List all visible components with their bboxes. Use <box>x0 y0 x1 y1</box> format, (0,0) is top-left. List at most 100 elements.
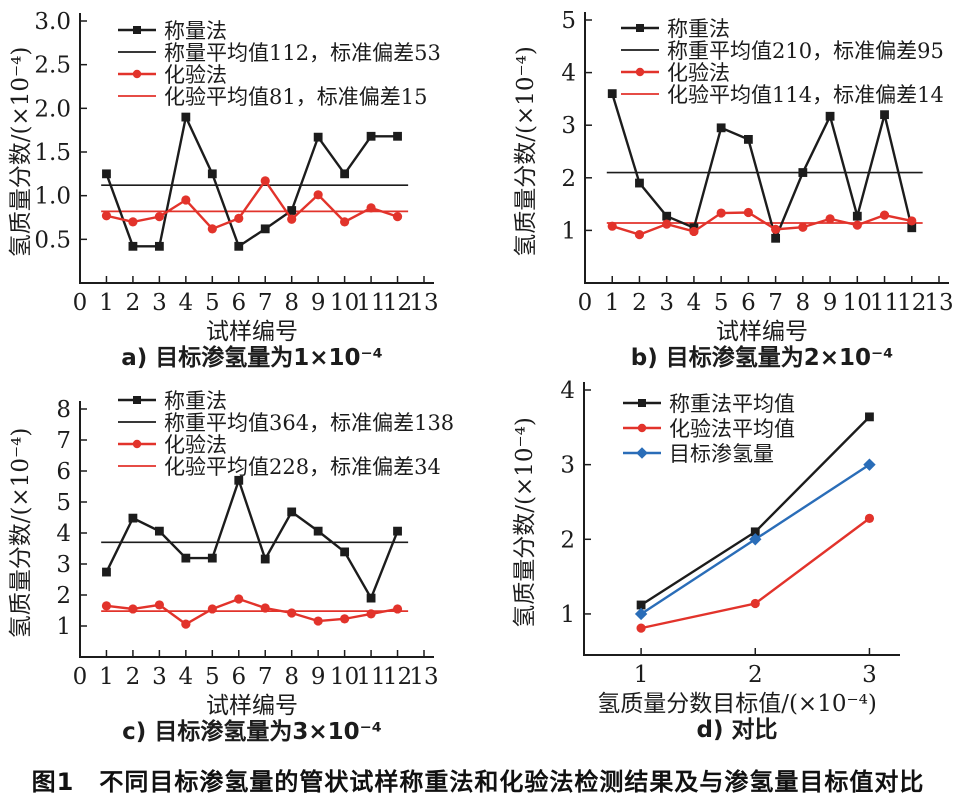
a-series-1-marker <box>260 176 270 186</box>
a-xlabel: 试样编号 <box>206 319 298 345</box>
d-legend-label: 称重法平均值 <box>669 392 795 416</box>
a-series-0-marker <box>260 224 270 234</box>
c-x-tick-label: 0 <box>73 664 88 690</box>
b-series-1-marker <box>879 210 890 220</box>
c-series-0-marker <box>234 475 244 485</box>
d-legend-marker <box>636 447 648 459</box>
a-series-0-marker <box>393 131 402 141</box>
b-y-tick-label: 3 <box>561 113 576 139</box>
chart-a-canvas: 0 1 2 3 4 5 6 7 8 9 101112130.51.01.52.02.53.0试样编号… <box>8 9 441 370</box>
c-legend-label: 称重法 <box>164 389 227 413</box>
a-y-tick-label: 2.0 <box>34 96 71 122</box>
b-series-1-line <box>611 211 913 236</box>
a-series-1-marker <box>340 217 350 227</box>
a-series-0-marker <box>128 241 138 251</box>
d-series-1-marker <box>636 623 646 633</box>
a-y-tick-label: 2.5 <box>34 53 71 79</box>
d-axes <box>583 382 900 656</box>
c-axes <box>79 401 434 658</box>
b-x-tick-label: 11 <box>870 290 899 316</box>
b-ylabel: 氢质量分数/(×10⁻⁴) <box>513 46 539 257</box>
d-legend-label: 化验法平均值 <box>669 417 795 441</box>
c-legend-label: 称重平均值364，标准偏差138 <box>164 411 454 435</box>
c-x-tick-label: 12 <box>383 664 412 690</box>
d-series-1-marker <box>864 513 875 523</box>
a-x-tick-label: 0 <box>73 290 88 316</box>
b-x-tick-label: 6 <box>741 290 756 316</box>
c-series-0-marker <box>128 513 138 523</box>
c-y-tick-label: 5 <box>56 490 71 516</box>
d-series-0-marker <box>865 412 874 422</box>
b-y-tick-label: 5 <box>561 8 576 34</box>
c-subtitle: c) 目标渗氢量为3×10⁻⁴ <box>122 718 382 745</box>
c-y-tick-label: 8 <box>56 397 71 423</box>
a-series-1-marker <box>313 190 323 200</box>
a-series-1-marker <box>287 214 297 224</box>
c-legend-marker <box>133 396 141 404</box>
figure-caption: 图1 不同目标渗氢量的管状试样称重法和化验法检测结果及与渗氢量目标值对比 <box>31 768 925 796</box>
a-x-tick-label: 13 <box>409 290 438 316</box>
a-x-tick-label: 12 <box>383 290 412 316</box>
a-x-tick-label: 10 <box>330 290 359 316</box>
a-ylabel: 氢质量分数/(×10⁻⁴) <box>8 47 34 258</box>
b-series-0-line <box>611 93 913 242</box>
c-y-tick-label: 4 <box>56 521 71 547</box>
chart-b: 0 1 2 3 4 5 6 7 8 9 10 11 12 13 1 2 3 4 5 试样编号 氢质量分数/(×10⁻⁴)… <box>478 0 956 370</box>
b-x-tick-label: 13 <box>924 290 953 316</box>
a-legend-label: 化验法 <box>164 63 227 87</box>
b-legend-marker <box>635 67 645 77</box>
c-series-1-marker <box>101 601 112 611</box>
a-x-tick-label: 2 <box>126 290 141 316</box>
c-legend-label: 化验法 <box>164 433 227 457</box>
a-series-0-marker <box>207 169 217 179</box>
c-series-0-marker <box>287 507 297 517</box>
c-x-tick-label: 11 <box>356 664 385 690</box>
a-series-0-marker <box>234 241 244 251</box>
b-series-1-marker <box>662 219 672 229</box>
b-x-tick-label: 4 <box>687 290 702 316</box>
a-series-0-marker <box>287 206 297 215</box>
a-series-1-marker <box>154 212 164 222</box>
b-y-tick-label: 1 <box>561 218 576 244</box>
c-series-0-line <box>105 476 399 601</box>
c-series-1-marker <box>154 600 164 610</box>
b-series-1-marker <box>689 226 699 237</box>
a-y-tick-label: 0.5 <box>34 227 71 253</box>
b-x-tick-label: 2 <box>632 290 647 316</box>
c-series-1-marker <box>207 604 217 614</box>
b-series-1-marker <box>798 222 808 232</box>
d-legend-label: 目标渗氢量 <box>669 442 774 466</box>
a-y-tick-label: 1.5 <box>34 140 71 166</box>
d-legend-marker <box>638 399 646 407</box>
c-series-1-marker <box>260 603 270 613</box>
c-x-tick-label: 4 <box>179 664 194 690</box>
c-series-0-marker <box>102 567 111 577</box>
b-x-tick-label: 9 <box>823 290 838 316</box>
a-series-1-marker <box>366 203 376 213</box>
d-ylabel: 氢质量分数/(×10⁻⁴) <box>512 417 538 628</box>
b-series-1-marker <box>825 214 835 224</box>
a-x-tick-label: 1 <box>99 290 114 316</box>
d-x-tick-label: 1 <box>634 662 649 688</box>
b-series-0-marker <box>771 233 781 243</box>
d-xlabel: 氢质量分数目标值/(×10⁻⁴) <box>597 691 877 717</box>
c-series-1-marker <box>366 609 376 619</box>
c-series-1-marker <box>340 614 350 624</box>
b-x-tick-label: 8 <box>796 290 811 316</box>
d-y-tick-label: 3 <box>560 453 575 479</box>
b-subtitle: b) 目标渗氢量为2×10⁻⁴ <box>631 344 893 370</box>
c-y-tick-label: 2 <box>56 583 71 609</box>
a-series-1-marker <box>234 213 244 223</box>
a-series-0-marker <box>340 169 350 179</box>
b-series-1-marker <box>743 207 753 218</box>
a-x-tick-label: 11 <box>356 290 385 316</box>
b-series-0-marker <box>716 123 726 133</box>
b-series-0-marker <box>907 223 917 233</box>
a-legend-marker <box>132 69 142 79</box>
c-series-0-marker <box>366 593 376 603</box>
c-series-1-marker <box>128 604 138 614</box>
a-x-tick-label: 9 <box>311 290 326 316</box>
a-x-tick-label: 7 <box>258 290 273 316</box>
d-y-tick-label: 4 <box>560 378 575 404</box>
